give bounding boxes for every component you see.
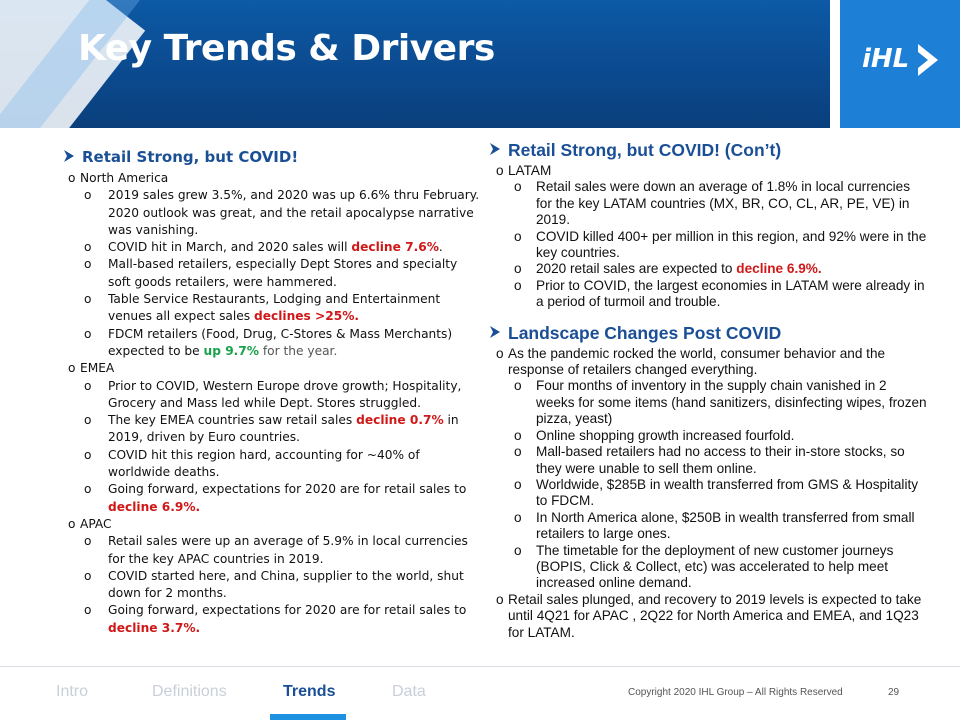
section-heading: Landscape Changes Post COVID bbox=[488, 323, 928, 344]
region-label: North America bbox=[62, 170, 482, 188]
item-text: Worldwide, $285B in wealth transferred f… bbox=[536, 476, 919, 509]
highlight-text: up 9.7% bbox=[203, 343, 259, 358]
item-text: Retail sales were down an average of 1.8… bbox=[536, 179, 911, 228]
item-text: Going forward, expectations for 2020 are… bbox=[108, 482, 467, 497]
item-text: In North America alone, $250B in wealth … bbox=[536, 509, 915, 542]
list-item: As the pandemic rocked the world, consum… bbox=[488, 346, 928, 379]
item-text: The timetable for the deployment of new … bbox=[536, 542, 894, 591]
header-banner: Key Trends & Drivers bbox=[0, 0, 830, 128]
tab-definitions[interactable]: Definitions bbox=[152, 683, 227, 700]
list-item: Prior to COVID, the largest economies in… bbox=[488, 278, 928, 311]
item-text: Prior to COVID, the largest economies in… bbox=[536, 277, 925, 310]
item-text: Retail sales were up an average of 5.9% … bbox=[108, 534, 468, 566]
arrow-bullet-icon bbox=[490, 325, 500, 338]
highlight-text: decline 3.7%. bbox=[108, 620, 201, 635]
item-text: Mall-based retailers had no access to th… bbox=[536, 444, 905, 476]
list-item: In North America alone, $250B in wealth … bbox=[488, 510, 928, 543]
highlight-text: decline 6.9%. bbox=[736, 261, 822, 277]
left-column: Retail Strong, but COVID! North America2… bbox=[62, 140, 482, 637]
item-text: Mall-based retailers, especially Dept St… bbox=[108, 257, 458, 289]
item-text: COVID hit this region hard, accounting f… bbox=[108, 447, 420, 480]
page-number: 29 bbox=[888, 687, 900, 698]
list-item: Table Service Restaurants, Lodging and E… bbox=[62, 291, 482, 326]
list-item: Worldwide, $285B in wealth transferred f… bbox=[488, 477, 928, 510]
item-text: Table Service Restaurants, Lodging and E… bbox=[108, 292, 441, 324]
list-item: COVID started here, and China, supplier … bbox=[62, 568, 482, 603]
logo-text: iHL bbox=[862, 44, 910, 74]
item-text: in 2019, driven by Euro countries. bbox=[108, 413, 459, 445]
right-column: Retail Strong, but COVID! (Con’t) LATAM … bbox=[488, 140, 928, 641]
heading-text: Retail Strong, but COVID! (Con’t) bbox=[508, 140, 782, 160]
footer-divider bbox=[0, 666, 960, 667]
item-text: 2019 sales grew 3.5%, and 2020 was up 6.… bbox=[108, 188, 480, 237]
highlight-text: decline 0.7% bbox=[356, 413, 444, 428]
ihl-logo-arrow-icon bbox=[918, 44, 938, 76]
arrow-bullet-icon bbox=[490, 143, 500, 155]
section-heading: Retail Strong, but COVID! (Con’t) bbox=[488, 140, 928, 161]
tab-data[interactable]: Data bbox=[392, 683, 426, 700]
highlight-text: declines >25%. bbox=[254, 309, 360, 324]
list-item: Prior to COVID, Western Europe drove gro… bbox=[62, 378, 482, 413]
heading-text: Landscape Changes Post COVID bbox=[508, 322, 782, 343]
list-item: Retail sales plunged, and recovery to 20… bbox=[488, 592, 928, 641]
ihl-logo: iHL bbox=[840, 0, 960, 128]
item-text: COVID started here, and China, supplier … bbox=[108, 568, 464, 601]
left-bullet-list: North America2019 sales grew 3.5%, and 2… bbox=[62, 170, 482, 637]
tab-intro[interactable]: Intro bbox=[56, 683, 89, 700]
section-heading: Retail Strong, but COVID! bbox=[62, 148, 482, 166]
latam-bullet-list: Retail sales were down an average of 1.8… bbox=[488, 179, 928, 310]
list-item: COVID hit in March, and 2020 sales will … bbox=[62, 239, 482, 257]
list-item: Going forward, expectations for 2020 are… bbox=[62, 602, 482, 637]
tab-trends[interactable]: Trends bbox=[283, 683, 336, 700]
copyright-text: Copyright 2020 IHL Group – All Rights Re… bbox=[628, 687, 843, 698]
active-tab-indicator bbox=[270, 714, 346, 720]
page-title: Key Trends & Drivers bbox=[78, 28, 495, 69]
heading-text: Retail Strong, but COVID! bbox=[82, 148, 299, 166]
list-item: Four months of inventory in the supply c… bbox=[488, 378, 928, 427]
pandemic-bullet-list: Four months of inventory in the supply c… bbox=[488, 378, 928, 591]
list-item: Mall-based retailers had no access to th… bbox=[488, 444, 928, 477]
region-label: EMEA bbox=[62, 360, 482, 378]
list-item: The timetable for the deployment of new … bbox=[488, 543, 928, 592]
item-text: Online shopping growth increased fourfol… bbox=[536, 427, 795, 443]
list-item: 2019 sales grew 3.5%, and 2020 was up 6.… bbox=[62, 187, 482, 239]
highlight-text: decline 7.6% bbox=[351, 240, 439, 255]
list-item: The key EMEA countries saw retail sales … bbox=[62, 412, 482, 447]
list-item: FDCM retailers (Food, Drug, C-Stores & M… bbox=[62, 326, 482, 361]
list-item: COVID killed 400+ per million in this re… bbox=[488, 229, 928, 262]
arrow-bullet-icon bbox=[64, 150, 74, 162]
list-item: Retail sales were down an average of 1.8… bbox=[488, 179, 928, 228]
item-text: Prior to COVID, Western Europe drove gro… bbox=[108, 378, 462, 410]
item-text: The key EMEA countries saw retail sales bbox=[108, 413, 357, 428]
region-label: APAC bbox=[62, 516, 482, 534]
item-text: 2020 retail sales are expected to bbox=[536, 261, 737, 277]
item-text: COVID hit in March, and 2020 sales will bbox=[108, 240, 352, 255]
list-item: 2020 retail sales are expected to declin… bbox=[488, 261, 928, 278]
list-item: COVID hit this region hard, accounting f… bbox=[62, 447, 482, 482]
list-item: Going forward, expectations for 2020 are… bbox=[62, 481, 482, 516]
item-text: for the year. bbox=[259, 343, 338, 358]
item-text: . bbox=[438, 240, 443, 255]
region-label: LATAM bbox=[488, 163, 928, 180]
list-item: Online shopping growth increased fourfol… bbox=[488, 427, 928, 445]
list-item: Retail sales were up an average of 5.9% … bbox=[62, 533, 482, 568]
highlight-text: decline 6.9%. bbox=[108, 499, 201, 514]
item-text: Four months of inventory in the supply c… bbox=[536, 378, 927, 427]
item-text: Going forward, expectations for 2020 are… bbox=[108, 603, 467, 618]
list-item: Mall-based retailers, especially Dept St… bbox=[62, 256, 482, 291]
item-text: COVID killed 400+ per million in this re… bbox=[536, 228, 927, 261]
item-text: FDCM retailers (Food, Drug, C-Stores & M… bbox=[108, 326, 453, 358]
